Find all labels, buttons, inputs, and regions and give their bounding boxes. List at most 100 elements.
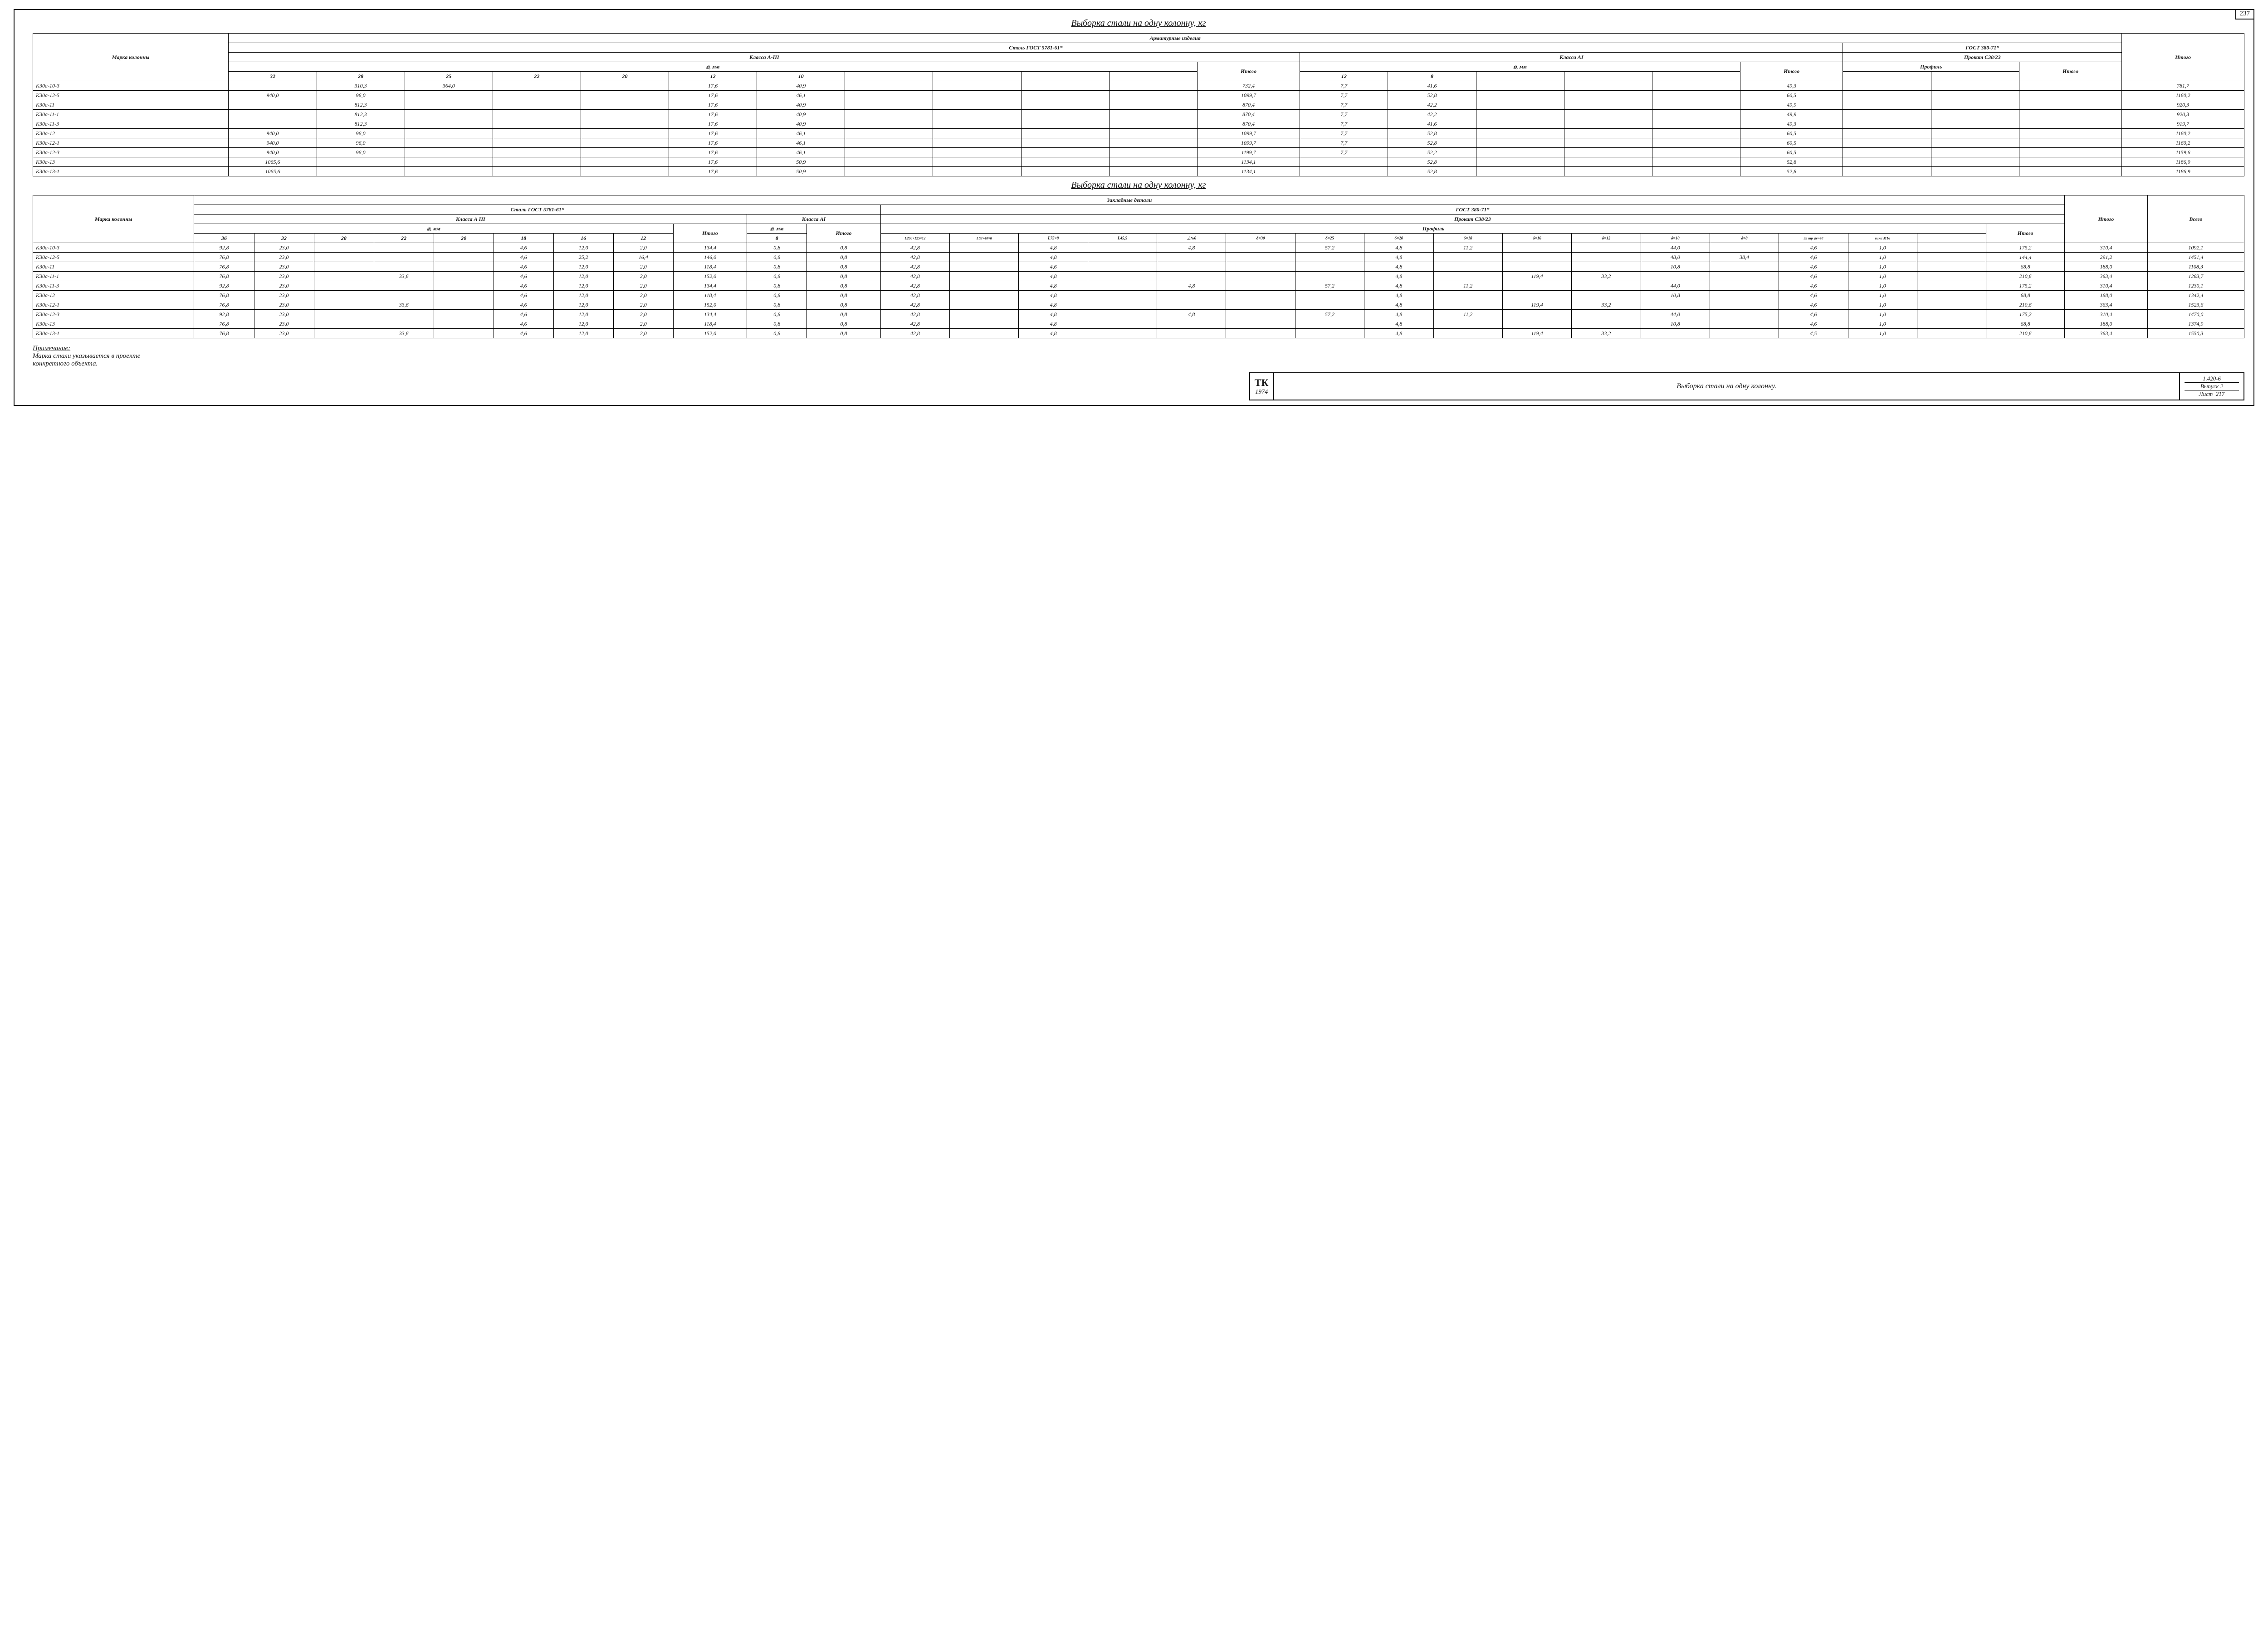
cell-total: 1451,4 <box>2147 253 2244 262</box>
cell <box>1157 291 1226 300</box>
cell-total: 1374,9 <box>2147 319 2244 329</box>
cell <box>933 81 1021 91</box>
cell <box>1109 138 1197 148</box>
cell-total: 1283,7 <box>2147 272 2244 281</box>
cell-itogo <box>2019 91 2121 100</box>
cell-itogo: 60,5 <box>1740 91 1843 100</box>
cell <box>1652 138 1740 148</box>
cell: 46,1 <box>757 138 845 148</box>
cell <box>581 91 669 100</box>
cell-itogo: 0,8 <box>807 262 881 272</box>
table-row: К30а-1276,823,04,612,02,0118,40,80,842,8… <box>33 291 2244 300</box>
cell <box>1843 157 1931 167</box>
cell: 38,4 <box>1710 253 1779 262</box>
cell-itogo: 0,8 <box>807 310 881 319</box>
cell <box>229 119 317 129</box>
cell <box>374 319 434 329</box>
cell: 4,8 <box>1019 272 1088 281</box>
cell: 76,8 <box>194 291 254 300</box>
cell <box>1109 119 1197 129</box>
cell: 11,2 <box>1433 243 1502 253</box>
cell: 23,0 <box>254 281 314 291</box>
cell-itogo: 870,4 <box>1197 100 1300 110</box>
cell <box>1917 272 1986 281</box>
hdr-diam-a1: ⌀, мм <box>1300 62 1740 72</box>
cell <box>374 253 434 262</box>
cell <box>1572 262 1641 272</box>
cell <box>1476 110 1564 119</box>
t2-it3: Итого <box>1986 224 2065 243</box>
cell: 12,0 <box>553 281 613 291</box>
cell: 40,9 <box>757 81 845 91</box>
cell <box>845 167 933 176</box>
cell-itogo: 175,2 <box>1986 310 2065 319</box>
cell: 33,2 <box>1572 272 1641 281</box>
cell: 1065,6 <box>229 157 317 167</box>
cell: 42,8 <box>880 272 949 281</box>
cell <box>434 329 494 338</box>
cell: 1,0 <box>1848 291 1917 300</box>
cell-itogo: 175,2 <box>1986 281 2065 291</box>
cell <box>434 243 494 253</box>
cell-total: 781,7 <box>2122 81 2244 91</box>
cell: 57,2 <box>1295 243 1364 253</box>
cell <box>1572 319 1641 329</box>
t1-diam-row: 32 28 25 22 20 12 10 12 8 <box>33 72 2244 81</box>
cell-itogo: 732,4 <box>1197 81 1300 91</box>
note-line1: Марка стали указывается в проекте <box>33 352 2244 360</box>
cell <box>950 300 1019 310</box>
cell: 46,1 <box>757 129 845 138</box>
cell: 119,4 <box>1502 272 1571 281</box>
cell: 812,3 <box>317 100 405 110</box>
cell <box>950 319 1019 329</box>
cell <box>1226 300 1295 310</box>
cell <box>374 310 434 319</box>
cell-mark: К30а-12-5 <box>33 253 194 262</box>
cell: 12,0 <box>553 319 613 329</box>
cell <box>1931 91 2019 100</box>
cell-itogo: 0,8 <box>807 319 881 329</box>
cell <box>1572 291 1641 300</box>
cell <box>1476 100 1564 110</box>
cell-itogo <box>2019 157 2121 167</box>
hdr-gost2: ГОСТ 380-71* <box>1843 43 2122 53</box>
cell: 4,8 <box>1364 319 1433 329</box>
cell: 1065,6 <box>229 167 317 176</box>
col-mark2: Марка колонны <box>33 195 194 243</box>
cell: 11,2 <box>1433 281 1502 291</box>
cell: 812,3 <box>317 110 405 119</box>
cell: 2,0 <box>613 300 673 310</box>
cell: 23,0 <box>254 329 314 338</box>
cell-mark: К30а-11 <box>33 262 194 272</box>
cell <box>493 167 581 176</box>
cell: 0,8 <box>747 319 807 329</box>
cell: 96,0 <box>317 91 405 100</box>
cell-itogo: 0,8 <box>807 291 881 300</box>
t2-it1: Итого <box>673 224 747 243</box>
cell-total: 1186,9 <box>2122 157 2244 167</box>
cell: 17,6 <box>669 167 757 176</box>
cell: 812,3 <box>317 119 405 129</box>
cell: 1,0 <box>1848 310 1917 319</box>
cell-itg: 363,4 <box>2064 300 2147 310</box>
cell <box>1931 157 2019 167</box>
cell: 4,6 <box>1779 253 1848 262</box>
cell-itogo <box>2019 119 2121 129</box>
cell: 76,8 <box>194 319 254 329</box>
cell: 1,0 <box>1848 300 1917 310</box>
cell: 7,7 <box>1300 81 1388 91</box>
cell: 4,8 <box>1019 281 1088 291</box>
cell: 4,8 <box>1019 300 1088 310</box>
cell: 1,0 <box>1848 272 1917 281</box>
note-head: Примечание: <box>33 345 2244 352</box>
cell <box>933 148 1021 157</box>
cell: 40,9 <box>757 110 845 119</box>
t2-a1: Класса АI <box>747 215 881 224</box>
cell <box>1572 281 1641 291</box>
cell: 4,8 <box>1019 291 1088 300</box>
cell <box>314 243 374 253</box>
cell: 76,8 <box>194 262 254 272</box>
cell <box>950 262 1019 272</box>
cell <box>1295 291 1364 300</box>
cell <box>1021 110 1109 119</box>
